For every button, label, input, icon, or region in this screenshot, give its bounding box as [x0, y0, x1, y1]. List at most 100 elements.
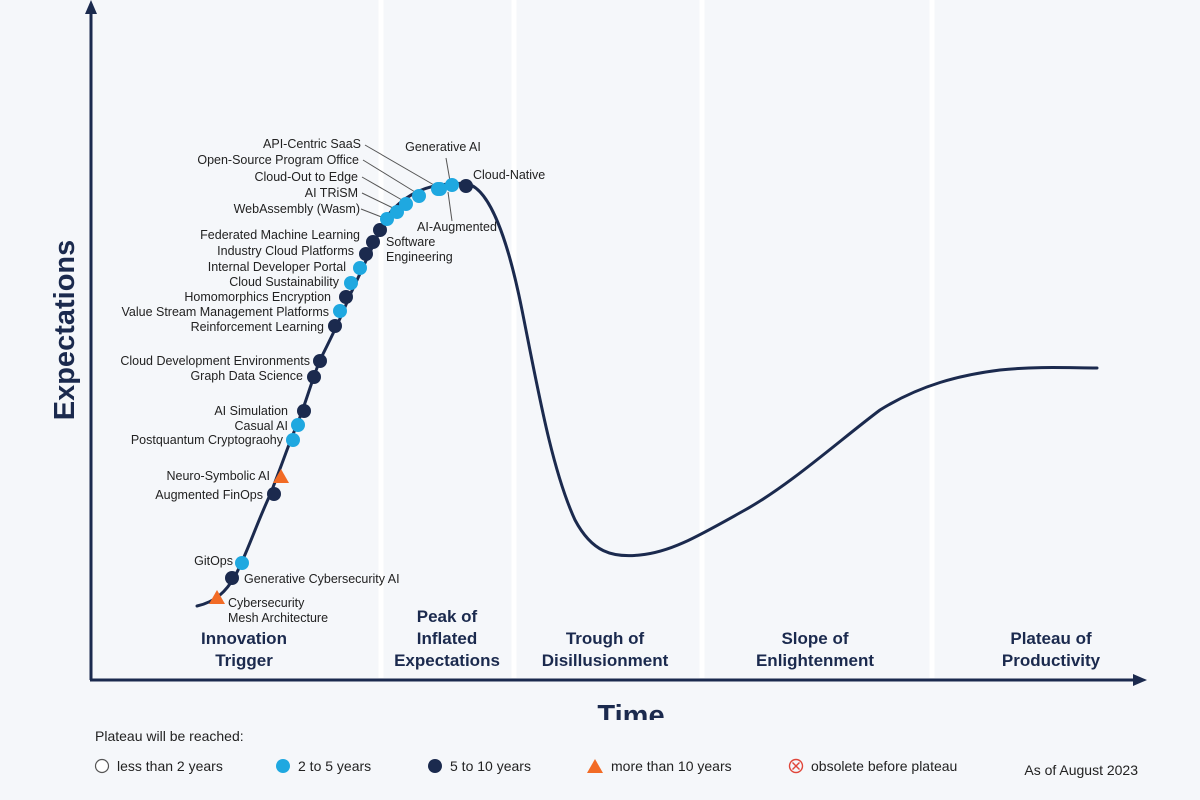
legend-item-less-than-2-years: less than 2 years [94, 758, 223, 774]
phase-separator [511, 0, 517, 678]
label-cloud-out-to-edge: Cloud-Out to Edge [254, 170, 358, 184]
legend-item-more-than-10-years: more than 10 years [586, 758, 732, 774]
label-cybersecurity-mesh-architecture: Cybersecurity [228, 596, 305, 610]
phase-separator [378, 0, 384, 678]
legend-label: obsolete before plateau [811, 758, 958, 774]
marker-cloud-native [459, 179, 473, 193]
label-ai-trism: AI TRiSM [305, 186, 358, 200]
leader-line-cloud-out-to-edge [361, 176, 403, 201]
label-neuro-symbolic-ai: Neuro-Symbolic AI [166, 469, 270, 483]
marker-gitops [235, 556, 249, 570]
marker-cloud-out-to-edge [399, 197, 413, 211]
x-axis-arrowhead [1133, 674, 1147, 686]
axes [85, 0, 1147, 686]
label-augmented-finops: Augmented FinOps [155, 488, 263, 502]
phase-labels: Innovation Trigger Peak of Inflated Expectat… [201, 607, 1101, 670]
label-generative-ai: Generative AI [405, 140, 481, 154]
phase-label: Trough of [566, 629, 645, 648]
phase-separators [378, 0, 935, 678]
phase-label: Trigger [215, 651, 273, 670]
label-cybersecurity-mesh-architecture: Mesh Architecture [228, 611, 328, 625]
legend-label: 2 to 5 years [298, 758, 372, 774]
label-homomorphics-encryption: Homomorphics Encryption [184, 290, 331, 304]
label-ai-augmented-software-engineering: Software [386, 235, 435, 249]
marker-ai-trism [390, 205, 404, 219]
label-cloud-sustainability: Cloud Sustainability [229, 275, 340, 289]
label-graph-data-science: Graph Data Science [190, 369, 303, 383]
phase-label: Enlightenment [756, 651, 874, 670]
label-postquantum-cryptograohy: Postquantum Cryptograohy [131, 433, 284, 447]
y-axis-arrowhead [85, 0, 97, 14]
legend-item-5-to-10-years: 5 to 10 years [427, 758, 531, 774]
label-federated-machine-learning: Federated Machine Learning [200, 228, 360, 242]
leader-line-api-centric-saas [364, 144, 435, 186]
phase-separator [699, 0, 705, 678]
label-reinforcement-learning: Reinforcement Learning [191, 320, 324, 334]
hollow-circle-icon [94, 758, 110, 774]
phase-label: Expectations [394, 651, 500, 670]
marker-internal-developer-portal [353, 261, 367, 275]
marker-augmented-finops [267, 487, 281, 501]
label-internal-developer-portal: Internal Developer Portal [208, 260, 346, 274]
label-ai-simulation: AI Simulation [214, 404, 288, 418]
dark-navy-circle-icon [428, 759, 442, 773]
marker-cybersecurity-mesh-architecture [209, 590, 225, 604]
leader-line-webassembly-wasm [360, 208, 385, 219]
phase-label: Productivity [1002, 651, 1101, 670]
marker-ai-augmented [433, 182, 447, 196]
marker-graph-data-science [307, 370, 321, 384]
label-gitops: GitOps [194, 554, 233, 568]
leader-line-ai-augmented [447, 191, 453, 222]
legend-title: Plateau will be reached: [95, 728, 244, 744]
label-cloud-development-environments: Cloud Development Environments [120, 354, 310, 368]
marker-federated-machine-learning [373, 223, 387, 237]
marker-ai-simulation [297, 404, 311, 418]
phase-label: Slope of [781, 629, 848, 648]
label-casual-ai: Casual AI [234, 419, 288, 433]
phase-separator [929, 0, 935, 678]
legend-label: 5 to 10 years [450, 758, 531, 774]
leader-line-open-source-program-office [362, 159, 416, 193]
marker-webassembly-wasm [380, 212, 394, 226]
phase-label: Plateau of [1010, 629, 1092, 648]
hype-curve [195, 181, 1099, 608]
marker-reinforcement-learning [328, 319, 342, 333]
marker-postquantum-cryptograohy [286, 433, 300, 447]
legend-label: more than 10 years [611, 758, 732, 774]
y-axis-label: Expectations [49, 240, 81, 421]
phase-label: Peak of [417, 607, 478, 626]
marker-cloud-development-environments [313, 354, 327, 368]
light-blue-circle-icon [276, 759, 290, 773]
phase-label: Disillusionment [542, 651, 669, 670]
as-of-date: As of August 2023 [1024, 762, 1138, 778]
marker-industry-cloud-platforms [359, 247, 373, 261]
phase-label: Inflated [417, 629, 477, 648]
legend: less than 2 years 2 to 5 years 5 to 10 y… [0, 758, 1200, 778]
label-api-centric-saas: API-Centric SaaS [263, 137, 361, 151]
label-industry-cloud-platforms: Industry Cloud Platforms [217, 244, 354, 258]
label-open-source-program-office: Open-Source Program Office [197, 153, 359, 167]
leader-line-ai-trism [361, 192, 394, 209]
x-axis-label: Time [597, 700, 664, 720]
marker-homomorphics-encryption [339, 290, 353, 304]
phase-label: Innovation [201, 629, 287, 648]
marker-neuro-symbolic-ai [273, 469, 289, 483]
marker-ai-augmented-software-engineering [366, 235, 380, 249]
legend-item-2-to-5-years: 2 to 5 years [275, 758, 371, 774]
crossed-circle-icon [788, 758, 804, 774]
label-value-stream-management-platforms: Value Stream Management Platforms [121, 305, 329, 319]
marker-generative-cybersecurity-ai [225, 571, 239, 585]
label-ai-augmented-software-engineering: Engineering [386, 250, 453, 264]
marker-casual-ai [291, 418, 305, 432]
orange-triangle-icon [587, 759, 603, 773]
marker-generative-ai [445, 178, 459, 192]
label-webassembly-wasm: WebAssembly (Wasm) [234, 202, 360, 216]
label-cloud-native: Cloud-Native [473, 168, 545, 182]
label-leader-lines [360, 144, 453, 222]
label-ai-augmented: AI-Augmented [417, 220, 497, 234]
legend-item-obsolete-before-plateau: obsolete before plateau [788, 758, 957, 774]
marker-cloud-sustainability [344, 276, 358, 290]
